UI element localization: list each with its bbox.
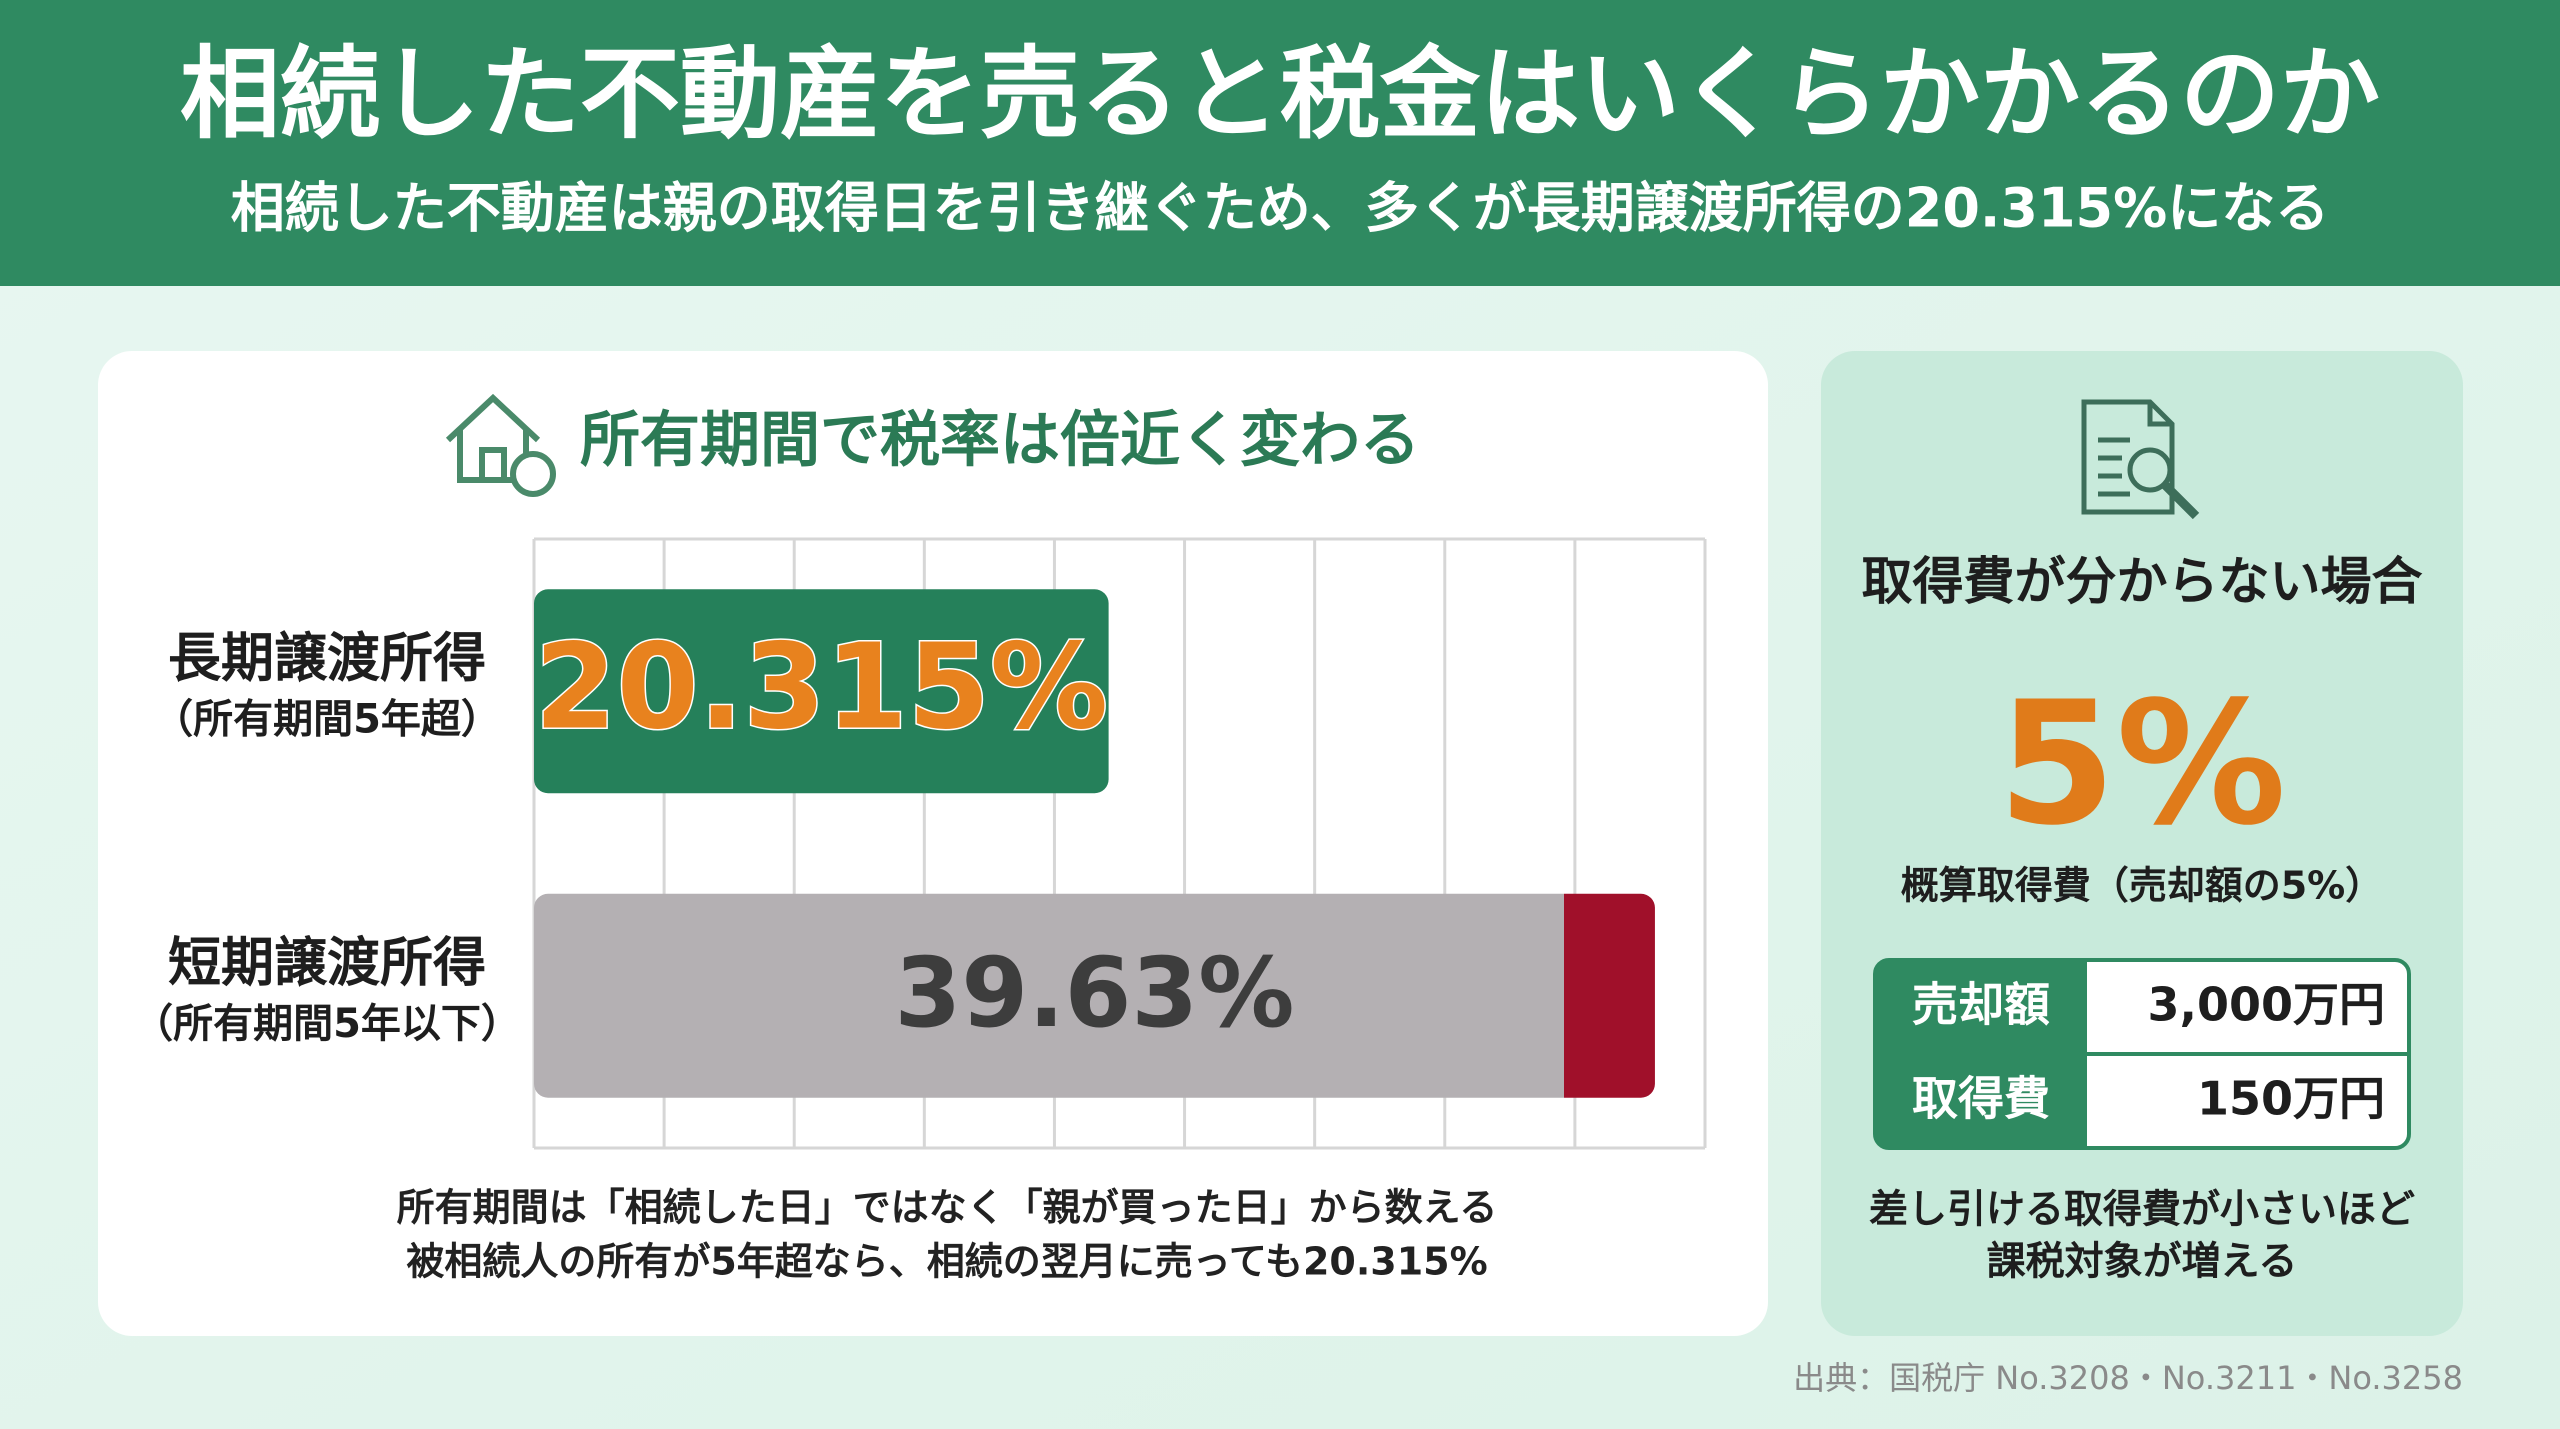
- side-table: 売却額 3,000万円 取得費 150万円: [1873, 958, 2411, 1150]
- table-cell: 売却額: [1912, 978, 2050, 1032]
- bar: [534, 893, 1655, 1098]
- chart-note: 被相続人の所有が5年超なら、相続の翌月に売っても20.315%: [406, 1240, 1487, 1284]
- category-note: （所有期間5年以下）: [133, 1001, 521, 1047]
- side-note: 差し引ける取得費が小さいほど: [1869, 1188, 2415, 1233]
- side-title: 取得費が分からない場合: [1861, 553, 2422, 612]
- source: 出典：国税庁 No.3208・No.3211・No.3258: [1793, 1359, 2463, 1397]
- category-label: 長期譲渡所得: [168, 628, 486, 689]
- table-cell: 取得費: [1912, 1072, 2050, 1126]
- side-caption: 概算取得費（売却額の5%）: [1901, 864, 2384, 908]
- chart-title: 所有期間で税率は倍近く変わる: [580, 406, 1420, 476]
- house-icon: [445, 393, 556, 497]
- header-band: [0, 0, 2560, 286]
- page-subtitle: 相続した不動産は親の取得日を引き継ぐため、多くが長期譲渡所得の20.315%にな…: [231, 177, 2329, 240]
- document-icon: [2081, 399, 2200, 520]
- value-label: 39.63%: [895, 937, 1295, 1049]
- side-note: 課税対象が増える: [1987, 1240, 2298, 1285]
- chart-note: 所有期間は「相続した日」ではなく「親が買った日」から数える: [397, 1186, 1498, 1230]
- table-cell: 3,000万円: [2147, 978, 2385, 1032]
- side-highlight: 5%: [1998, 665, 2287, 863]
- category-note: （所有期間5年超）: [153, 696, 501, 742]
- category-label: 短期譲渡所得: [168, 932, 486, 993]
- bar: [534, 589, 1109, 794]
- page-title: 相続した不動産を売ると税金はいくらかかるのか: [180, 35, 2380, 152]
- table-cell: 150万円: [2197, 1072, 2385, 1126]
- value-label: 20.315%: [535, 617, 1109, 755]
